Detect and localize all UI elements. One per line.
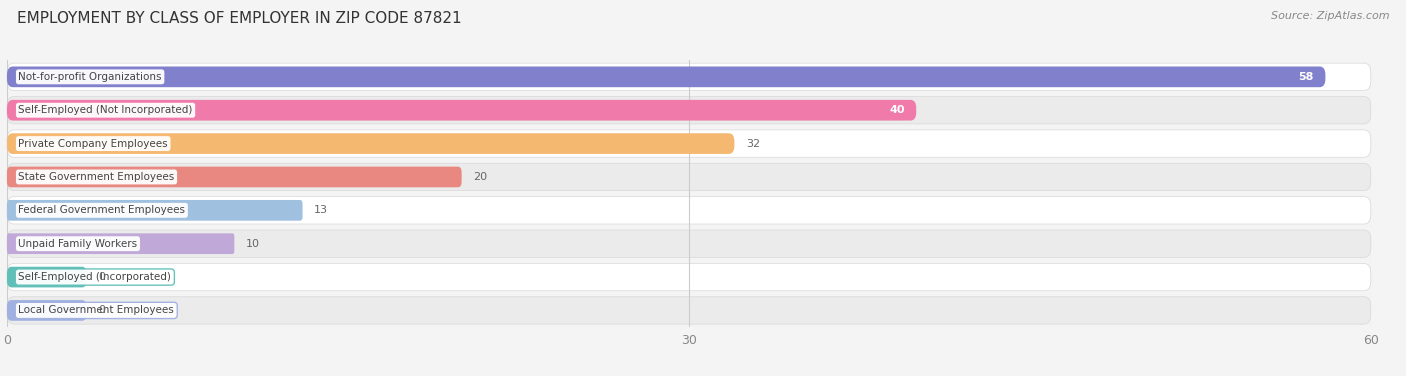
FancyBboxPatch shape (7, 97, 1371, 124)
Text: 58: 58 (1299, 72, 1315, 82)
Text: Self-Employed (Incorporated): Self-Employed (Incorporated) (18, 272, 172, 282)
Text: State Government Employees: State Government Employees (18, 172, 174, 182)
FancyBboxPatch shape (7, 230, 1371, 258)
FancyBboxPatch shape (7, 167, 461, 187)
FancyBboxPatch shape (7, 63, 1371, 91)
Text: Self-Employed (Not Incorporated): Self-Employed (Not Incorporated) (18, 105, 193, 115)
FancyBboxPatch shape (7, 300, 87, 321)
Text: 0: 0 (98, 272, 105, 282)
Text: 32: 32 (745, 139, 759, 149)
FancyBboxPatch shape (7, 163, 1371, 191)
FancyBboxPatch shape (7, 297, 1371, 324)
FancyBboxPatch shape (7, 200, 302, 221)
Text: Unpaid Family Workers: Unpaid Family Workers (18, 239, 138, 249)
Text: 40: 40 (890, 105, 905, 115)
Text: Not-for-profit Organizations: Not-for-profit Organizations (18, 72, 162, 82)
Text: EMPLOYMENT BY CLASS OF EMPLOYER IN ZIP CODE 87821: EMPLOYMENT BY CLASS OF EMPLOYER IN ZIP C… (17, 11, 461, 26)
FancyBboxPatch shape (7, 267, 87, 287)
FancyBboxPatch shape (7, 263, 1371, 291)
Text: 13: 13 (314, 205, 328, 215)
FancyBboxPatch shape (7, 100, 917, 121)
FancyBboxPatch shape (7, 197, 1371, 224)
Text: Private Company Employees: Private Company Employees (18, 139, 169, 149)
Text: 20: 20 (472, 172, 486, 182)
Text: 10: 10 (246, 239, 260, 249)
FancyBboxPatch shape (7, 67, 1326, 87)
FancyBboxPatch shape (7, 130, 1371, 157)
FancyBboxPatch shape (7, 233, 235, 254)
Text: 0: 0 (98, 305, 105, 315)
Text: Federal Government Employees: Federal Government Employees (18, 205, 186, 215)
Text: Local Government Employees: Local Government Employees (18, 305, 174, 315)
Text: Source: ZipAtlas.com: Source: ZipAtlas.com (1271, 11, 1389, 21)
FancyBboxPatch shape (7, 133, 734, 154)
